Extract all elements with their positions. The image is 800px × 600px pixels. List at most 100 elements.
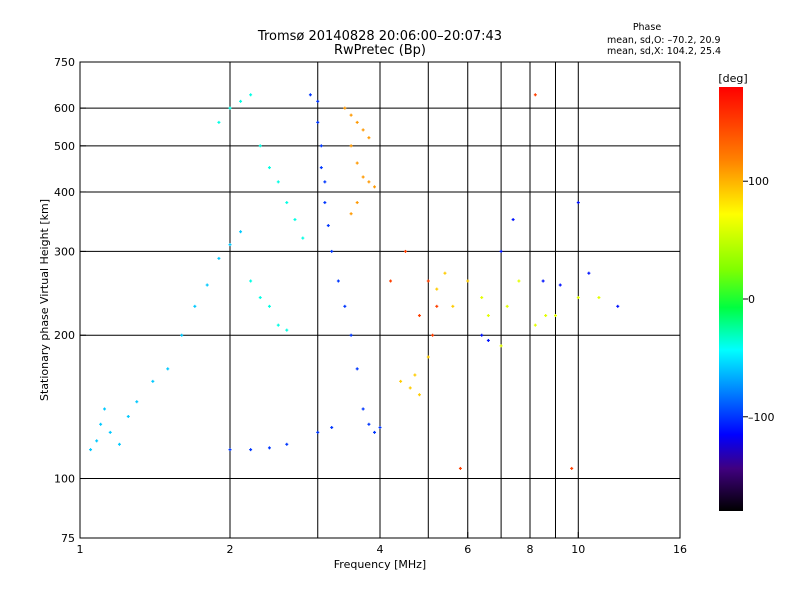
data-point (228, 448, 232, 452)
data-point (330, 249, 334, 253)
data-point (431, 333, 435, 337)
data-point (126, 414, 130, 418)
data-point (166, 367, 170, 371)
data-point (267, 304, 271, 308)
x-tick-label: 2 (227, 543, 234, 556)
data-point (276, 323, 280, 327)
data-point (276, 180, 280, 184)
data-point (217, 256, 221, 260)
data-point (336, 279, 340, 283)
data-point (597, 296, 601, 300)
data-point (486, 338, 490, 342)
phase-stats-o: mean, sd,O: –70.2, 20.9 (607, 35, 721, 46)
x-tick-label: 4 (377, 543, 384, 556)
data-point (89, 448, 93, 452)
data-point (355, 201, 359, 205)
data-point (193, 304, 197, 308)
data-point (466, 279, 470, 283)
data-point (99, 422, 103, 426)
colorbar: [deg] 100 0 –100 (718, 72, 775, 511)
x-axis-label: Frequency [MHz] (334, 558, 426, 571)
data-point (544, 314, 548, 318)
data-point (367, 422, 371, 426)
data-points (89, 93, 620, 470)
data-point (587, 271, 591, 275)
data-point (570, 466, 574, 470)
data-point (103, 407, 107, 411)
data-point (417, 314, 421, 318)
colorbar-tick-label: 0 (748, 293, 755, 306)
colorbar-tick-label: 100 (748, 175, 769, 188)
data-point (258, 144, 262, 148)
data-point (316, 120, 320, 124)
data-point (349, 144, 353, 148)
data-point (355, 120, 359, 124)
colorbar-gradient (719, 87, 743, 511)
data-point (349, 113, 353, 117)
y-tick-label: 300 (54, 245, 75, 258)
data-point (480, 333, 484, 337)
data-point (316, 99, 320, 103)
data-point (408, 386, 412, 390)
y-tick-label: 400 (54, 186, 75, 199)
data-point (355, 161, 359, 165)
data-point (361, 407, 365, 411)
y-tick-label: 500 (54, 140, 75, 153)
data-point (308, 93, 312, 97)
data-point (205, 283, 209, 287)
data-point (239, 99, 243, 103)
data-point (541, 279, 545, 283)
data-point (249, 279, 253, 283)
colorbar-tick-label: –100 (748, 411, 775, 424)
data-point (228, 243, 232, 247)
data-point (326, 224, 330, 228)
data-point (553, 314, 557, 318)
y-tick-label: 200 (54, 329, 75, 342)
data-point (417, 393, 421, 397)
y-tick-label: 75 (61, 532, 75, 545)
x-tick-label: 6 (464, 543, 471, 556)
data-point (576, 201, 580, 205)
data-point (435, 304, 439, 308)
data-point (249, 93, 253, 97)
data-point (458, 466, 462, 470)
chart-title-line1: Tromsø 20140828 20:06:00–20:07:43 (257, 29, 502, 44)
chart-title-line2: RwPretec (Bp) (334, 43, 426, 58)
x-tick-label: 16 (673, 543, 687, 556)
data-point (399, 379, 403, 383)
data-point (480, 296, 484, 300)
data-point (319, 166, 323, 170)
data-point (95, 439, 99, 443)
data-point (285, 201, 289, 205)
data-point (378, 425, 382, 429)
data-point (403, 249, 407, 253)
data-point (285, 442, 289, 446)
phase-stats-x: mean, sd,X: 104.2, 25.4 (607, 46, 721, 57)
data-point (151, 379, 155, 383)
data-point (293, 218, 297, 222)
data-point (267, 446, 271, 450)
data-point (319, 144, 323, 148)
data-point (533, 323, 537, 327)
data-point (343, 304, 347, 308)
data-point (361, 128, 365, 132)
data-point (367, 180, 371, 184)
header: Tromsø 20140828 20:06:00–20:07:43 RwPret… (257, 22, 721, 58)
data-point (285, 328, 289, 332)
data-point (217, 120, 221, 124)
data-point (330, 425, 334, 429)
x-tick-label: 8 (527, 543, 534, 556)
data-point (239, 230, 243, 234)
data-point (426, 355, 430, 359)
data-point (135, 400, 139, 404)
data-point (323, 201, 327, 205)
data-point (180, 333, 184, 337)
x-tick-label: 1 (77, 543, 84, 556)
phase-title: Phase (633, 22, 662, 33)
data-point (349, 333, 353, 337)
colorbar-label: [deg] (718, 72, 747, 85)
data-point (443, 271, 447, 275)
data-point (517, 279, 521, 283)
y-tick-label: 750 (54, 56, 75, 69)
